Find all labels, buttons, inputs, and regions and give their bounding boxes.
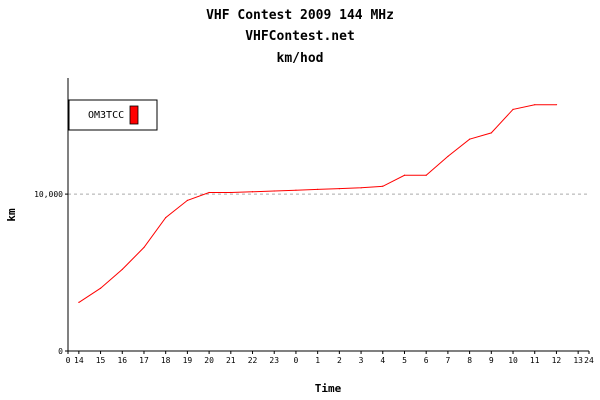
series-0-point-16: [425, 174, 427, 176]
x-tick-label-19: 8: [467, 356, 472, 365]
x-tick-label-16: 5: [402, 356, 407, 365]
x-tick-label-7: 20: [204, 356, 214, 365]
y-axis-label: km: [5, 208, 18, 222]
x-tick-label-10: 23: [269, 356, 279, 365]
series-0-point-8: [251, 191, 254, 193]
x-tick-label-20: 9: [489, 356, 494, 365]
x-tick-label-8: 21: [226, 356, 236, 365]
x-tick-label-25: 24: [584, 356, 594, 365]
series-0-point-18: [469, 138, 471, 140]
x-tick-label-13: 2: [337, 356, 342, 365]
series-0-point-13: [360, 187, 362, 189]
x-tick-label-23: 12: [552, 356, 562, 365]
series-0-point-5: [186, 199, 188, 201]
x-tick-label-22: 11: [530, 356, 540, 365]
y-tick-label-1: 10,000: [34, 190, 63, 199]
series-0-point-0: [78, 301, 80, 303]
axes: [67, 78, 589, 352]
x-tick-label-2: 15: [96, 356, 106, 365]
x-axis-label: Time: [315, 382, 342, 395]
chart-unit-title: km/hod: [277, 51, 324, 66]
series-0-point-10: [295, 189, 297, 191]
series-0-point-1: [99, 287, 102, 289]
x-axis-ticks: 0 14 15 16 17 18 19 20 21 22 23 0 1 2 3 4 5 6 7 8 9 10 11 12 13 2…: [66, 351, 594, 365]
x-tick-label-4: 17: [139, 356, 149, 365]
series-0-point-12: [338, 188, 340, 190]
x-tick-label-11: 0: [294, 356, 299, 365]
x-tick-label-0: 0: [66, 356, 71, 365]
x-tick-label-17: 6: [424, 356, 429, 365]
legend-box: [68, 99, 158, 131]
x-tick-label-12: 1: [315, 356, 320, 365]
x-tick-label-24: 13: [573, 356, 583, 365]
x-tick-label-15: 4: [380, 356, 385, 365]
series-0-point-11: [317, 188, 319, 190]
series-line-0: [78, 104, 557, 303]
y-tick-label-0: 0: [58, 347, 63, 356]
x-tick-label-18: 7: [445, 356, 450, 365]
series-0-point-6: [208, 191, 210, 194]
series-0-point-7: [230, 191, 232, 194]
series-0-point-21: [534, 104, 536, 106]
x-tick-label-1: 14: [74, 356, 84, 365]
x-tick-label-14: 3: [359, 356, 364, 365]
series-0-point-9: [273, 190, 275, 192]
series-0-point-15: [403, 174, 406, 176]
x-tick-label-5: 18: [161, 356, 171, 365]
series-0-point-14: [382, 185, 384, 187]
series-0-point-2: [121, 268, 123, 271]
x-tick-label-21: 10: [508, 356, 518, 365]
legend: OM3TCC: [68, 99, 158, 131]
x-tick-label-3: 16: [117, 356, 127, 365]
chart-title: VHF Contest 2009 144 MHz: [206, 8, 394, 23]
series-layer: [78, 104, 558, 303]
x-tick-label-6: 19: [183, 356, 193, 365]
series-0-point-4: [165, 217, 167, 219]
chart-subtitle: VHFContest.net: [245, 29, 355, 44]
series-0-point-17: [447, 155, 449, 158]
y-axis-ticks: 0 10,000: [34, 190, 68, 356]
series-0-point-22: [555, 104, 558, 106]
x-tick-label-9: 22: [248, 356, 258, 365]
legend-label-om3tcc: OM3TCC: [88, 110, 124, 121]
series-0-point-3: [143, 246, 145, 249]
series-0-point-20: [512, 108, 514, 110]
legend-swatch-om3tcc: [129, 105, 139, 125]
series-0-point-19: [490, 132, 492, 134]
